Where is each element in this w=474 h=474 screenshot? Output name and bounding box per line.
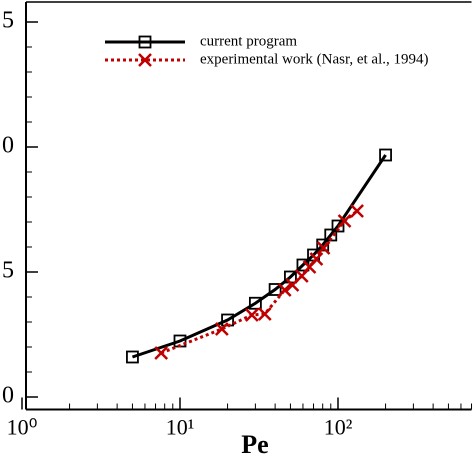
x-tick-label: 10⁰ bbox=[7, 415, 38, 440]
legend-marker bbox=[138, 53, 152, 67]
data-point bbox=[248, 296, 262, 310]
series-line bbox=[160, 209, 358, 355]
x-axis-label: Pe bbox=[241, 430, 268, 459]
data-point bbox=[337, 214, 352, 228]
legend-label: current program bbox=[200, 33, 297, 49]
y-tick-label: 0 bbox=[2, 383, 14, 409]
data-point bbox=[214, 322, 229, 336]
data-point bbox=[350, 204, 364, 218]
legend-marker bbox=[138, 35, 152, 49]
x-tick-label: 10¹ bbox=[166, 415, 195, 440]
legend-label: experimental work (Nasr, et al., 1994) bbox=[200, 51, 429, 67]
data-point bbox=[154, 346, 169, 360]
data-point bbox=[309, 252, 324, 266]
data-point bbox=[221, 313, 234, 327]
series-line bbox=[131, 154, 387, 359]
data-point bbox=[126, 350, 139, 364]
y-tick-label: 5 bbox=[2, 258, 14, 284]
data-point bbox=[257, 307, 272, 321]
data-point bbox=[277, 283, 292, 297]
data-point bbox=[268, 283, 282, 296]
data-point bbox=[244, 308, 259, 322]
y-tick-label: 5 bbox=[2, 8, 14, 34]
data-point bbox=[379, 148, 392, 162]
y-tick-label: 0 bbox=[2, 133, 14, 159]
data-point bbox=[316, 241, 331, 255]
x-tick-label: 10² bbox=[324, 415, 353, 440]
